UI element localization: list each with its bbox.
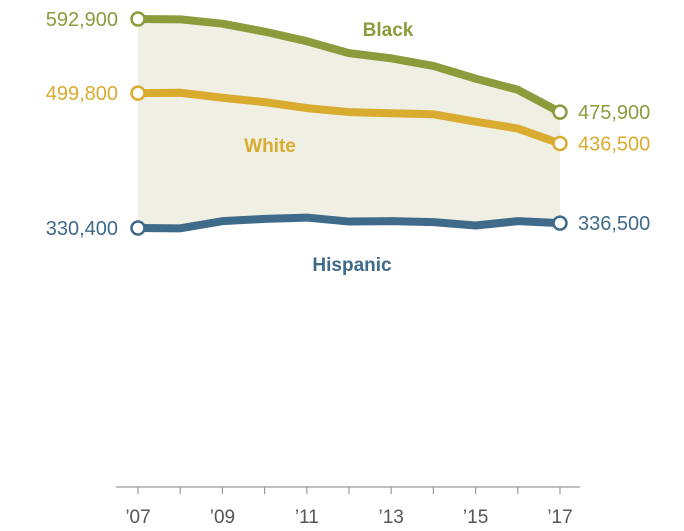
- black-line: [137, 15, 562, 116]
- series-hispanic: [130, 213, 568, 236]
- black-start-value-label: 592,900: [46, 9, 118, 31]
- black-end-value-label: 475,900: [578, 102, 650, 124]
- hispanic-series-label: Hispanic: [312, 255, 392, 276]
- white-end-value-label: 436,500: [578, 134, 650, 156]
- black-point-2007: [130, 11, 146, 27]
- white-point-2017: [552, 135, 568, 152]
- x-tick-label-2009: ’09: [210, 507, 235, 528]
- x-tick-label-2007: ’07: [125, 507, 150, 528]
- hispanic-start-value-label: 330,400: [46, 218, 118, 240]
- x-tick-label-2015: ’15: [463, 507, 488, 528]
- x-tick-label-2017: ’17: [547, 507, 572, 528]
- black-point-2017: [552, 104, 568, 120]
- white-point-2007: [130, 85, 146, 101]
- black-series-label: Black: [363, 20, 414, 41]
- black-hispanic-range-band: [138, 19, 560, 229]
- hispanic-point-2007: [130, 220, 146, 236]
- x-axis: ’07 ’09 ’11 ’13 ’15 ’17: [116, 486, 580, 528]
- white-start-value-label: 499,800: [46, 83, 118, 105]
- white-line: [137, 88, 562, 148]
- hispanic-end-value-label: 336,500: [578, 213, 650, 235]
- hispanic-line: [137, 213, 561, 233]
- white-series-label: White: [244, 136, 296, 157]
- hispanic-point-2017: [552, 215, 568, 231]
- labels-layer: 592,900 475,900 Black 499,800 436,500 White 33…: [46, 9, 651, 276]
- series-layer: [130, 11, 568, 236]
- x-tick-label-2011: ’11: [295, 507, 319, 528]
- series-black: [130, 11, 568, 120]
- x-tick-label-2013: ’13: [379, 507, 404, 528]
- series-white: [130, 85, 568, 152]
